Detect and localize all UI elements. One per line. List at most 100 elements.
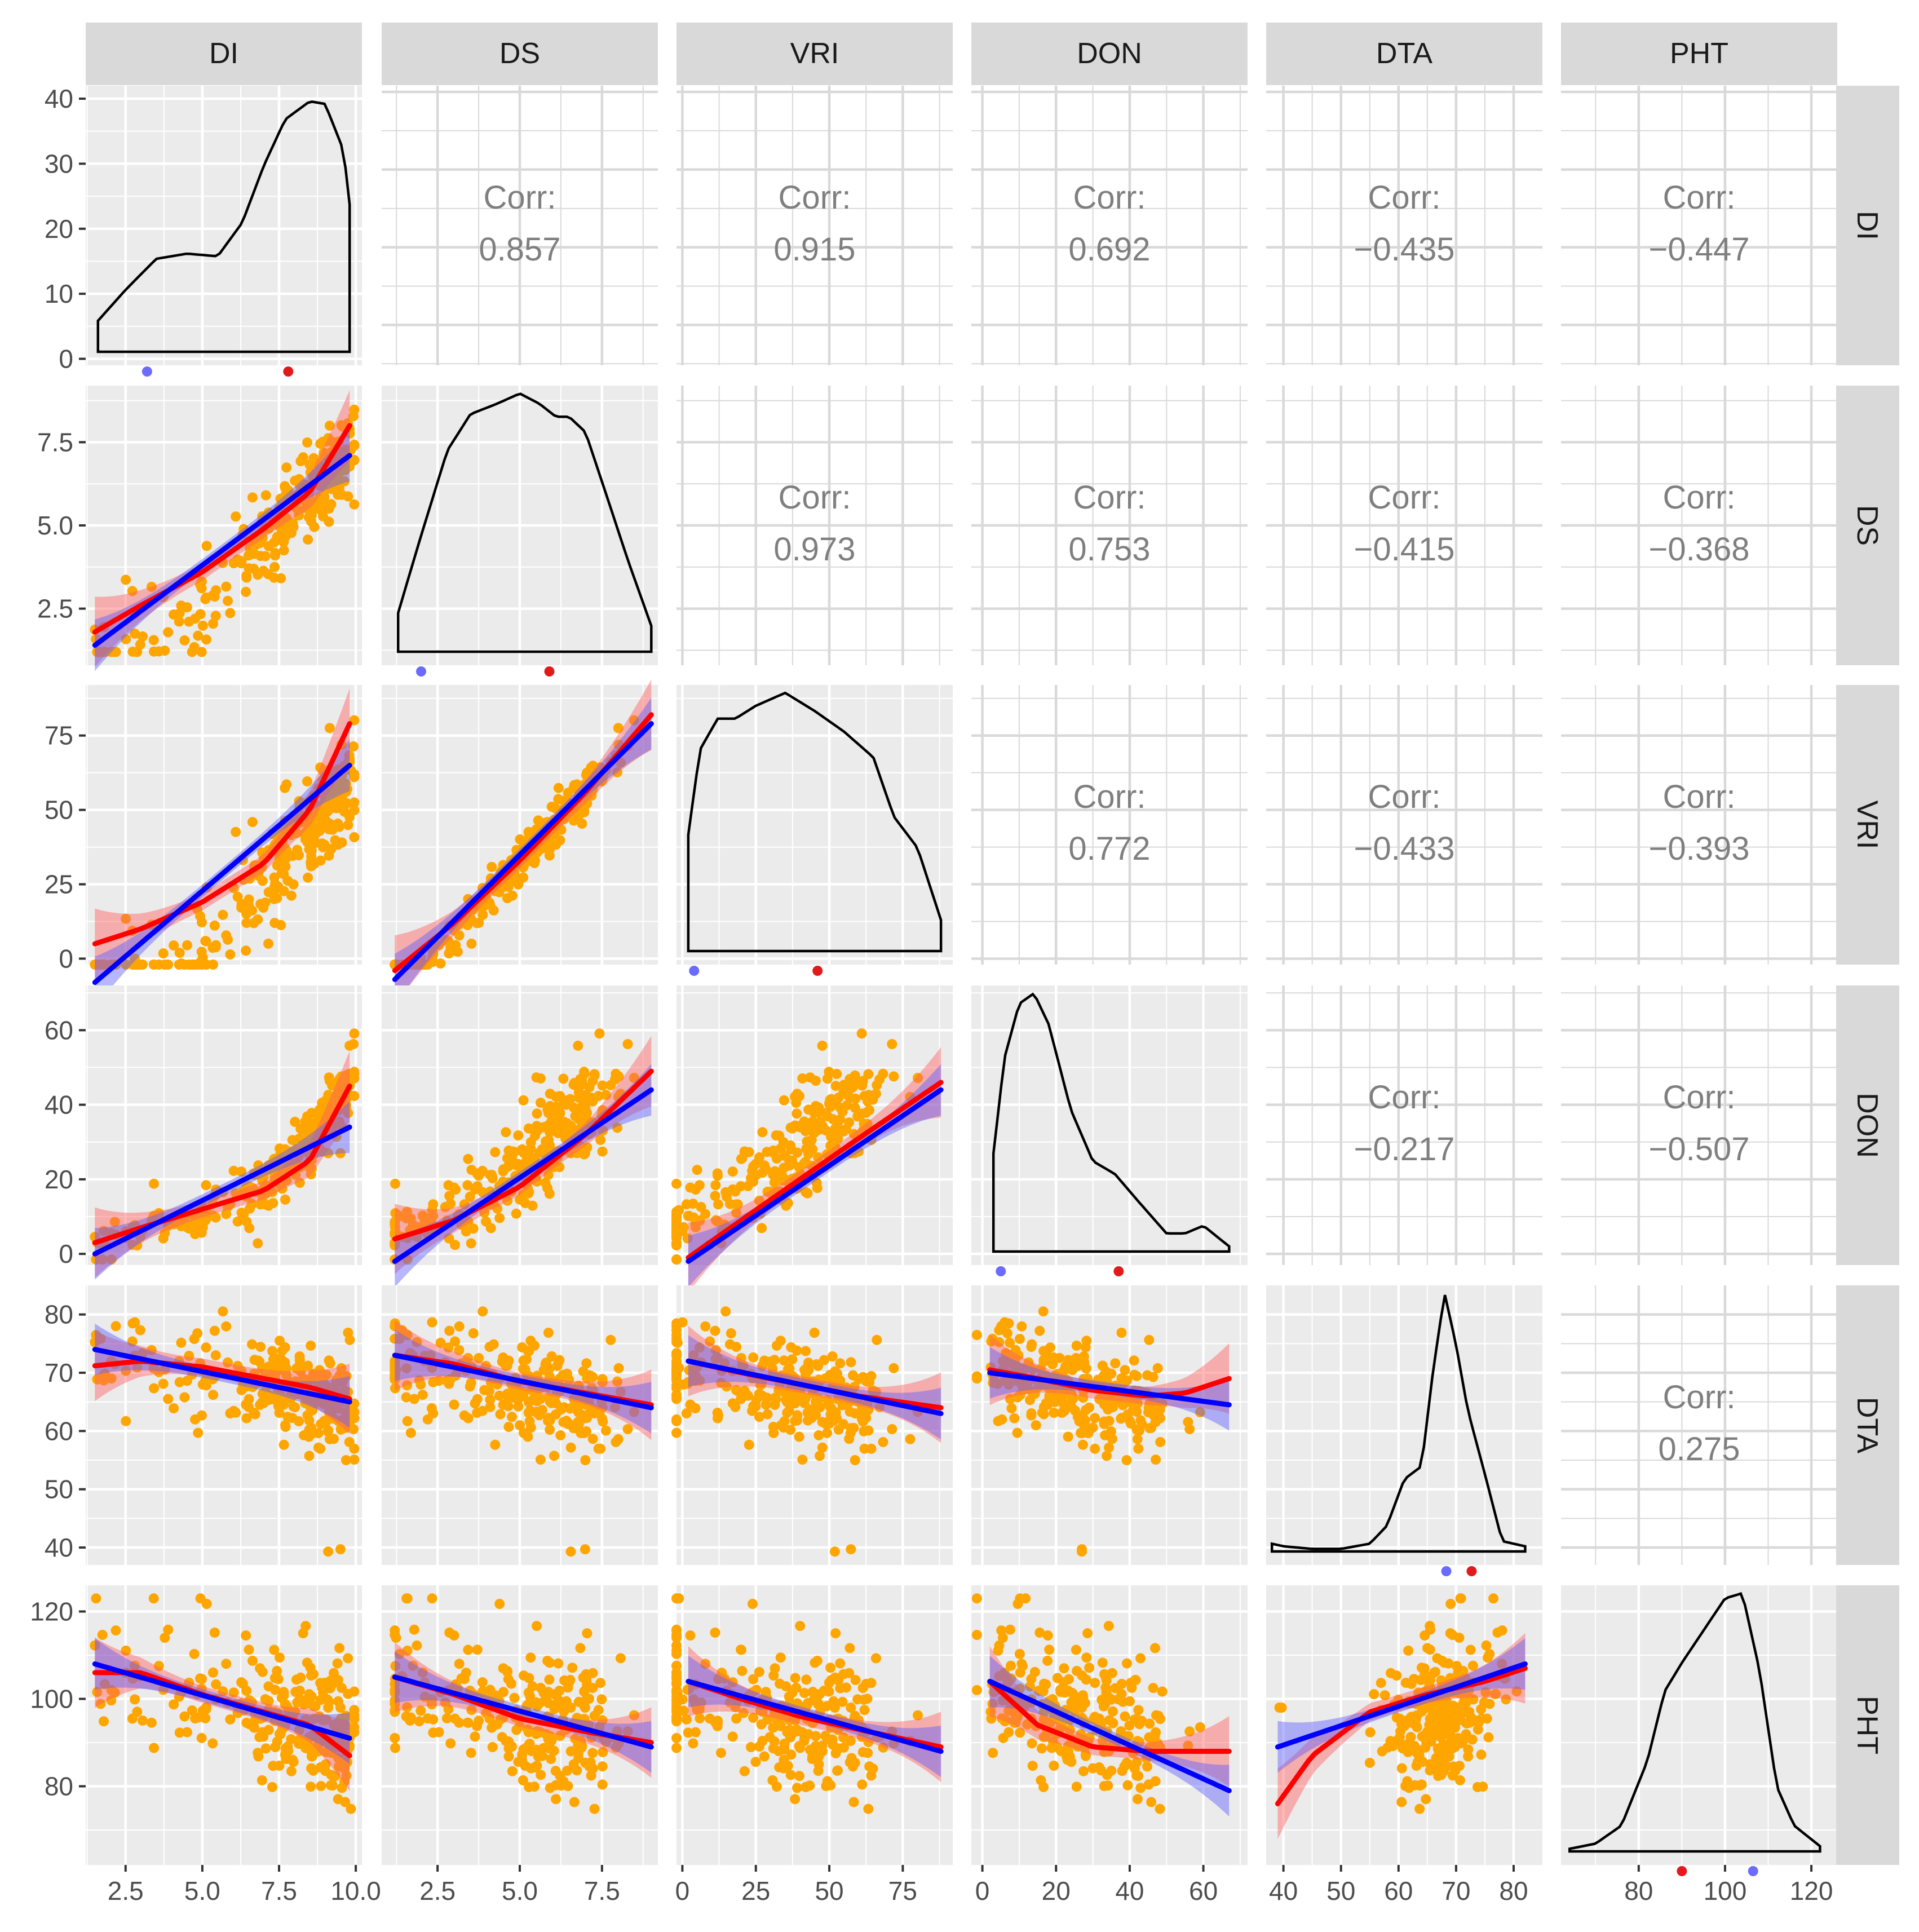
scatter-point xyxy=(1436,1770,1447,1780)
scatter-point xyxy=(830,1373,841,1384)
scatter-point xyxy=(210,1212,221,1223)
scatter-point xyxy=(795,1121,806,1131)
scatter-point xyxy=(189,1648,200,1659)
scatter-point xyxy=(544,1188,555,1199)
scatter-point xyxy=(92,1374,103,1385)
scatter-point xyxy=(850,1093,861,1104)
scatter-point xyxy=(1461,1697,1471,1708)
scatter-point xyxy=(169,1403,179,1413)
scatter-point xyxy=(1042,1655,1053,1666)
scatter-point xyxy=(241,918,252,929)
scatter-point xyxy=(209,1627,220,1638)
scatter-point xyxy=(774,1130,785,1141)
scatter-point xyxy=(671,1687,682,1698)
scatter-point xyxy=(160,1364,170,1375)
scatter-point xyxy=(1396,1763,1407,1774)
scatter-point xyxy=(1083,1428,1094,1439)
scatter-point xyxy=(1129,1355,1139,1366)
scatter-point xyxy=(334,1643,345,1654)
corr-label: Corr: xyxy=(1073,179,1146,216)
scatter-point xyxy=(1031,1420,1041,1431)
scatter-point xyxy=(1081,1336,1092,1346)
scatter-point xyxy=(402,1380,413,1391)
corr-value: −0.507 xyxy=(1648,1131,1749,1168)
scatter-point xyxy=(465,1191,475,1202)
x-tick-label-don: 0 xyxy=(975,1876,990,1906)
scatter-point xyxy=(1027,1738,1037,1749)
scatter-point xyxy=(342,798,352,808)
scatter-point xyxy=(971,1373,982,1384)
scatter-point xyxy=(494,1599,505,1609)
scatter-point xyxy=(257,1775,267,1785)
scatter-point xyxy=(1044,1644,1055,1655)
scatter-point xyxy=(613,723,624,733)
scatter-point xyxy=(462,1180,473,1191)
scatter-point xyxy=(785,1770,796,1780)
scatter-point xyxy=(253,569,263,580)
scatter-point xyxy=(249,549,259,559)
mean-marker-red xyxy=(812,966,823,976)
scatter-point xyxy=(390,1732,400,1743)
scatter-point xyxy=(612,1122,622,1133)
scatter-point xyxy=(746,1742,756,1752)
scatter-point xyxy=(555,1430,566,1440)
scatter-panel-don-vs-ds xyxy=(382,985,658,1288)
scatter-point xyxy=(1429,1720,1439,1731)
scatter-point xyxy=(311,1396,321,1407)
scatter-point xyxy=(726,1328,736,1338)
scatter-point xyxy=(731,1713,742,1724)
scatter-point xyxy=(335,1148,346,1159)
scatter-point xyxy=(485,1377,496,1388)
scatter-point xyxy=(304,1451,315,1461)
panel-background xyxy=(1561,1585,1837,1865)
scatter-point xyxy=(825,1663,836,1673)
scatter-point xyxy=(228,1165,239,1176)
scatter-point xyxy=(518,1775,528,1785)
scatter-point xyxy=(1106,1694,1116,1705)
scatter-point xyxy=(597,1374,608,1385)
scatter-point xyxy=(605,1334,616,1345)
scatter-point xyxy=(275,1336,285,1346)
strip-right-label: PHT xyxy=(1851,1696,1883,1754)
scatter-point xyxy=(513,1757,524,1767)
scatter-point xyxy=(1445,1599,1456,1609)
panel-background xyxy=(86,86,362,365)
scatter-point xyxy=(1425,1621,1435,1632)
scatter-point xyxy=(736,1153,746,1164)
scatter-point xyxy=(313,812,324,822)
scatter-point xyxy=(269,1391,280,1402)
scatter-point xyxy=(826,1403,837,1414)
scatter-point xyxy=(727,1731,738,1742)
scatter-point xyxy=(280,1145,291,1156)
scatter-point xyxy=(597,1779,608,1790)
scatter-panel-dta-vs-don xyxy=(971,1285,1248,1565)
correlation-panel-vri-don: Corr: 0.772 xyxy=(971,685,1248,965)
scatter-point xyxy=(1103,1621,1114,1632)
scatter-point xyxy=(333,1416,343,1426)
scatter-point xyxy=(1059,1663,1069,1674)
corr-value: −0.393 xyxy=(1648,830,1749,867)
scatter-point xyxy=(1492,1627,1503,1638)
scatter-point xyxy=(544,850,555,861)
scatter-point xyxy=(427,1205,437,1215)
scatter-point xyxy=(746,1173,756,1183)
scatter-point xyxy=(247,817,258,828)
scatter-point xyxy=(127,960,138,970)
scatter-point xyxy=(997,1633,1008,1643)
scatter-point xyxy=(485,1223,496,1234)
scatter-point xyxy=(257,1666,268,1677)
correlation-panel-di-ds: Corr: 0.857 xyxy=(382,86,658,365)
scatter-point xyxy=(488,1339,499,1350)
scatter-point xyxy=(1405,1732,1416,1743)
x-tick-label-ds: 7.5 xyxy=(584,1876,620,1906)
scatter-point xyxy=(288,1401,299,1412)
scatter-point xyxy=(785,1140,796,1151)
scatter-point xyxy=(503,1674,514,1685)
mean-marker-blue xyxy=(1441,1566,1452,1576)
scatter-point xyxy=(1151,1454,1161,1465)
scatter-point xyxy=(757,1127,768,1138)
scatter-point xyxy=(797,1073,808,1084)
scatter-point xyxy=(1137,1419,1147,1430)
scatter-point xyxy=(582,1107,592,1118)
scatter-point xyxy=(577,1409,587,1420)
